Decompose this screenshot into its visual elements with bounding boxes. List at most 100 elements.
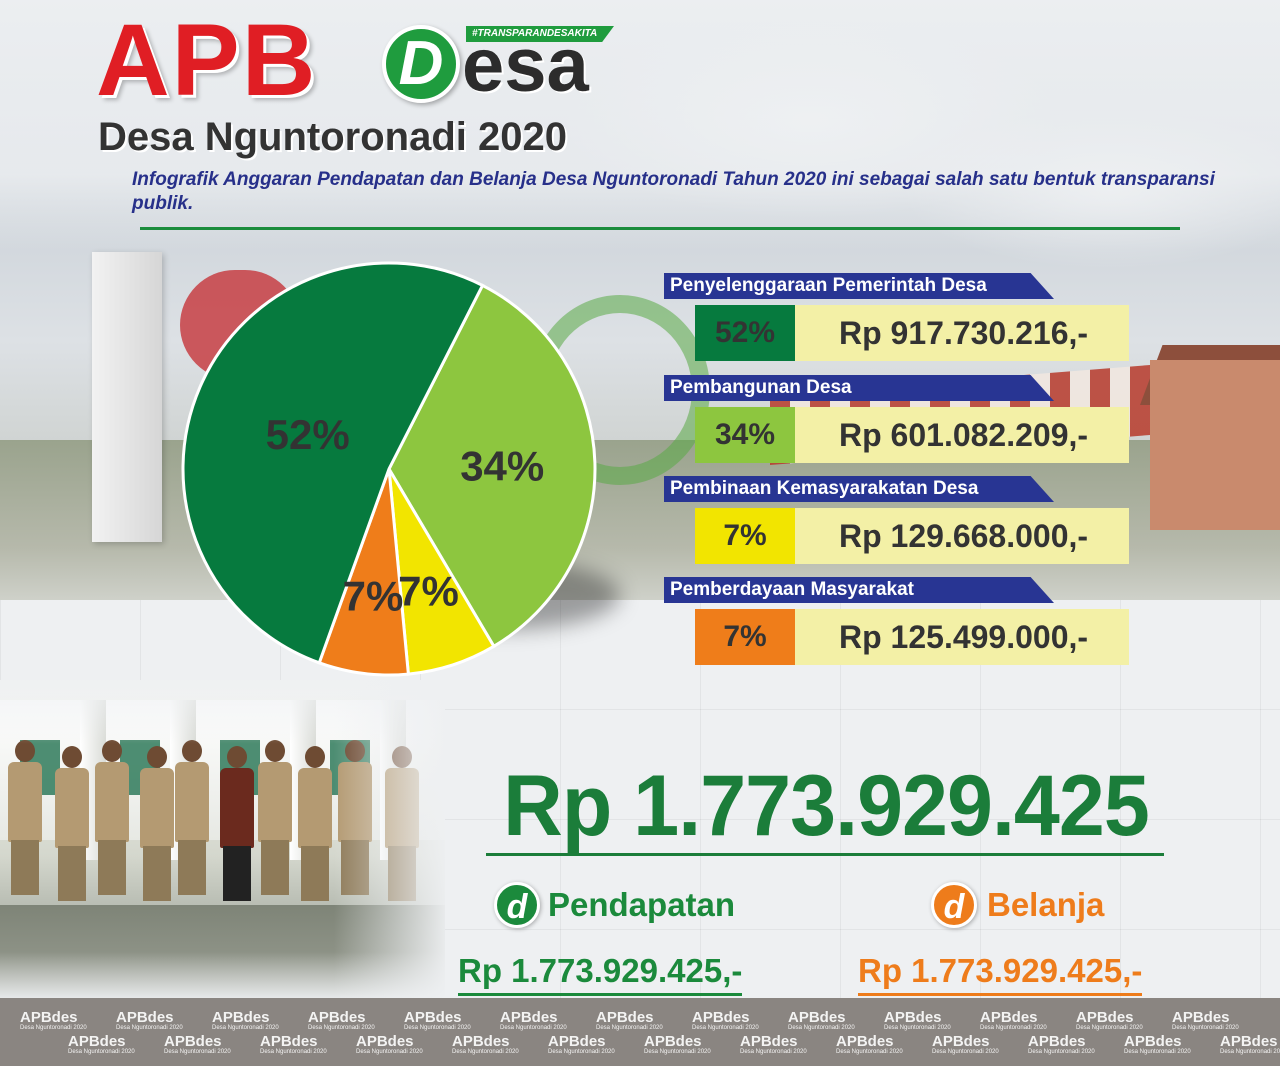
footer-watermark-logo: APBdes: [1076, 1009, 1134, 1026]
pie-slice-label: 34%: [460, 442, 544, 489]
footer-watermark-caption: Desa Nguntoronadi 2020: [692, 1025, 759, 1031]
belanja-d-icon: d: [931, 882, 977, 928]
pie-slice-label: 7%: [343, 573, 404, 620]
footer-watermark-caption: Desa Nguntoronadi 2020: [260, 1049, 327, 1055]
footer-watermark-logo: APBdes: [20, 1009, 78, 1026]
footer-watermark-caption: Desa Nguntoronadi 2020: [452, 1049, 519, 1055]
legend-amount: Rp 129.668.000,-: [795, 508, 1129, 564]
pendapatan-d-icon: d: [494, 882, 540, 928]
footer-watermark-caption: Desa Nguntoronadi 2020: [1028, 1049, 1095, 1055]
footer-watermark-logo: APBdes: [452, 1033, 510, 1050]
sign-pillar: [92, 252, 162, 542]
grand-total-underline: [486, 853, 1164, 856]
legend-row: Pembinaan Kemasyarakatan Desa 7% Rp 129.…: [664, 476, 1134, 576]
footer-watermark-band: APBdes Desa Nguntoronadi 2020 APBdes Desa N…: [0, 998, 1280, 1066]
footer-watermark-caption: Desa Nguntoronadi 2020: [596, 1025, 663, 1031]
legend-row: Penyelenggaraan Pemerintah Desa 52% Rp 9…: [664, 273, 1134, 373]
legend-amount: Rp 125.499.000,-: [795, 609, 1129, 665]
logo-d-badge: D: [382, 25, 460, 103]
footer-watermark-caption: Desa Nguntoronadi 2020: [884, 1025, 951, 1031]
pie-chart-svg: 34% 7%7% 52%: [181, 261, 597, 677]
footer-watermark-caption: Desa Nguntoronadi 2020: [20, 1025, 87, 1031]
footer-watermark-logo: APBdes: [260, 1033, 318, 1050]
house: [1150, 360, 1280, 530]
footer-watermark-logo: APBdes: [884, 1009, 942, 1026]
footer-watermark-logo: APBdes: [644, 1033, 702, 1050]
footer-watermark-logo: APBdes: [1172, 1009, 1230, 1026]
footer-watermark-caption: Desa Nguntoronadi 2020: [68, 1049, 135, 1055]
pendapatan-amount: Rp 1.773.929.425,-: [458, 951, 743, 996]
footer-watermark-caption: Desa Nguntoronadi 2020: [356, 1049, 423, 1055]
header-divider: [140, 227, 1180, 230]
footer-watermark-logo: APBdes: [548, 1033, 606, 1050]
footer-watermark-caption: Desa Nguntoronadi 2020: [212, 1025, 279, 1031]
footer-watermark-caption: Desa Nguntoronadi 2020: [1220, 1049, 1280, 1055]
legend-title: Penyelenggaraan Pemerintah Desa: [664, 273, 1054, 299]
group-photo: [0, 680, 445, 1000]
belanja-label: Belanja: [987, 886, 1105, 923]
footer-watermark-logo: APBdes: [116, 1009, 174, 1026]
footer-watermark-caption: Desa Nguntoronadi 2020: [1076, 1025, 1143, 1031]
hashtag-ribbon: #TRANSPARANDESAKITA: [466, 26, 614, 42]
legend-row: Pembangunan Desa 34% Rp 601.082.209,-: [664, 375, 1134, 475]
pie-slice: [181, 261, 485, 665]
footer-watermark-caption: Desa Nguntoronadi 2020: [1124, 1049, 1191, 1055]
footer-watermark-caption: Desa Nguntoronadi 2020: [644, 1049, 711, 1055]
footer-watermark-caption: Desa Nguntoronadi 2020: [404, 1025, 471, 1031]
pie-slice-label: 52%: [266, 411, 350, 458]
pie-slice: [387, 283, 597, 649]
legend-title: Pembinaan Kemasyarakatan Desa: [664, 476, 1054, 502]
footer-watermark-logo: APBdes: [740, 1033, 798, 1050]
footer-watermark-logo: APBdes: [836, 1033, 894, 1050]
footer-watermark-logo: APBdes: [356, 1033, 414, 1050]
footer-watermark-logo: APBdes: [980, 1009, 1038, 1026]
header-fade: [0, 0, 1280, 250]
legend-row: Pemberdayaan Masyarakat 7% Rp 125.499.00…: [664, 577, 1134, 677]
pendapatan-label: Pendapatan: [548, 886, 736, 923]
legend-title: Pemberdayaan Masyarakat: [664, 577, 1054, 603]
footer-watermark-logo: APBdes: [500, 1009, 558, 1026]
footer-watermark-caption: Desa Nguntoronadi 2020: [788, 1025, 855, 1031]
footer-watermark-caption: Desa Nguntoronadi 2020: [836, 1049, 903, 1055]
page-subtitle: Desa Nguntoronadi 2020: [98, 115, 568, 159]
footer-watermark-caption: Desa Nguntoronadi 2020: [1172, 1025, 1239, 1031]
footer-watermark-caption: Desa Nguntoronadi 2020: [308, 1025, 375, 1031]
legend-percent: 7%: [695, 508, 795, 564]
footer-watermark-caption: Desa Nguntoronadi 2020: [500, 1025, 567, 1031]
logo-apb-text: APB: [96, 3, 318, 117]
intro-text: Infografik Anggaran Pendapatan dan Belan…: [132, 169, 1215, 214]
legend-amount: Rp 601.082.209,-: [795, 407, 1129, 463]
footer-watermark-logo: APBdes: [308, 1009, 366, 1026]
footer-watermark-logo: APBdes: [1028, 1033, 1086, 1050]
footer-watermark-caption: Desa Nguntoronadi 2020: [116, 1025, 183, 1031]
footer-watermark-logo: APBdes: [68, 1033, 126, 1050]
footer-watermark-logo: APBdes: [212, 1009, 270, 1026]
footer-watermark-logo: APBdes: [1220, 1033, 1278, 1050]
footer-watermark-logo: APBdes: [596, 1009, 654, 1026]
legend-percent: 34%: [695, 407, 795, 463]
legend-amount: Rp 917.730.216,-: [795, 305, 1129, 361]
footer-watermark-caption: Desa Nguntoronadi 2020: [932, 1049, 999, 1055]
footer-watermark-logo: APBdes: [932, 1033, 990, 1050]
